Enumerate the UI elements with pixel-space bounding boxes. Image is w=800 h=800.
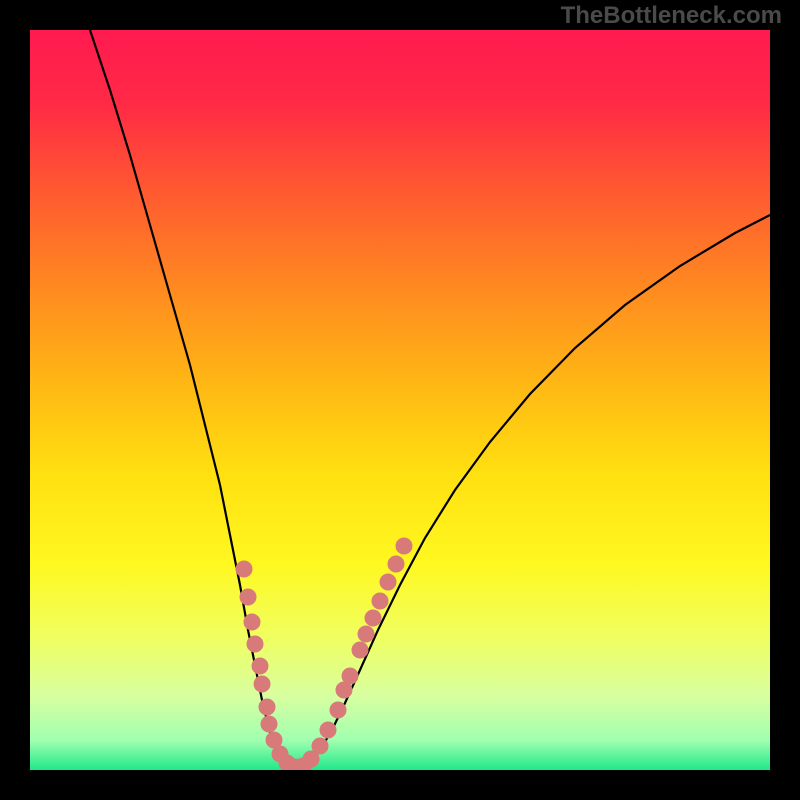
- data-marker: [352, 642, 368, 658]
- data-marker: [312, 738, 328, 754]
- data-marker: [252, 658, 268, 674]
- curve-layer: [30, 30, 770, 770]
- watermark-text: TheBottleneck.com: [561, 2, 782, 30]
- data-marker: [388, 556, 404, 572]
- data-marker: [320, 722, 336, 738]
- data-marker: [254, 676, 270, 692]
- left-curve: [90, 30, 295, 769]
- data-marker: [372, 593, 388, 609]
- data-marker: [259, 699, 275, 715]
- data-marker: [244, 614, 260, 630]
- data-marker: [236, 561, 252, 577]
- data-marker: [330, 702, 346, 718]
- data-marker: [342, 668, 358, 684]
- data-marker: [247, 636, 263, 652]
- data-marker: [358, 626, 374, 642]
- data-marker: [396, 538, 412, 554]
- data-marker: [240, 589, 256, 605]
- marker-group: [236, 538, 412, 770]
- data-marker: [261, 716, 277, 732]
- data-marker: [380, 574, 396, 590]
- data-marker: [365, 610, 381, 626]
- plot-area: [30, 30, 770, 770]
- right-curve: [295, 215, 770, 769]
